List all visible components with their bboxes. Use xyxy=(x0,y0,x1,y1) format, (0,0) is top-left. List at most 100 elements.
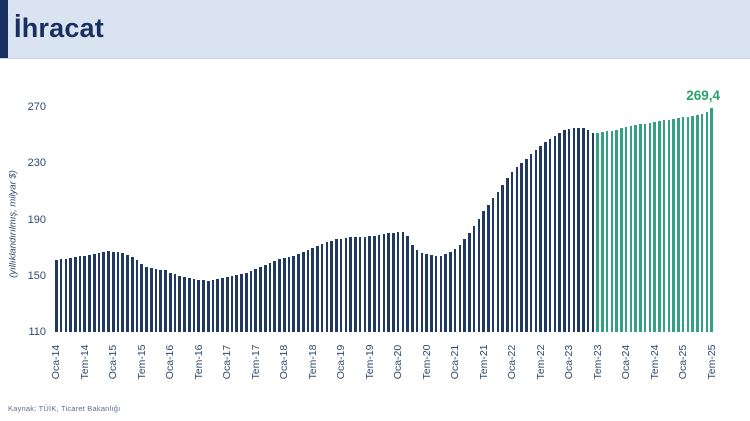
bar xyxy=(586,130,590,332)
x-tick-label: Tem-23 xyxy=(591,344,604,380)
y-tick-label: 270 xyxy=(27,101,46,113)
bar xyxy=(292,255,295,332)
bar xyxy=(510,171,514,332)
bar xyxy=(192,279,196,332)
bar xyxy=(140,263,144,332)
bar xyxy=(525,158,528,332)
y-axis: 110 150 190 230 270 xyxy=(0,101,48,338)
bar xyxy=(639,124,642,332)
x-axis: Oca-14 Tem-14 Oca-15 Tem-15 Oca-16 Tem-16 Oca-… xyxy=(50,332,717,396)
bar xyxy=(316,245,319,332)
x-tick-label: Tem-20 xyxy=(420,344,433,380)
bar xyxy=(434,255,438,332)
bar xyxy=(325,242,329,332)
bar xyxy=(544,142,547,332)
y-tick-label: 110 xyxy=(28,326,46,338)
y-tick-label: 230 xyxy=(27,157,46,170)
bar xyxy=(506,178,509,332)
bar xyxy=(254,269,257,332)
x-tick-label: Oca-24 xyxy=(620,344,633,380)
bar xyxy=(482,211,485,332)
bar xyxy=(624,127,628,332)
bar xyxy=(591,132,595,332)
x-tick-label: Tem-24 xyxy=(648,344,661,380)
bar xyxy=(539,146,542,332)
bar xyxy=(596,132,599,332)
bar xyxy=(149,268,153,332)
bar xyxy=(373,235,376,332)
bar xyxy=(396,232,400,332)
bar xyxy=(392,232,395,332)
bar xyxy=(477,218,481,332)
header-band: İhracat xyxy=(0,0,750,59)
x-tick-label: Oca-20 xyxy=(392,344,405,380)
bar xyxy=(187,278,191,332)
bar xyxy=(449,251,452,332)
bar xyxy=(667,119,671,332)
bar xyxy=(301,252,305,332)
bar xyxy=(605,131,609,332)
bar xyxy=(282,258,286,332)
export-chart: (yıllıklandırılmış, milyar $) 110 150 190 2… xyxy=(0,58,750,398)
bar xyxy=(244,272,248,332)
bar xyxy=(563,130,566,332)
x-tick-label: Tem-18 xyxy=(306,344,319,380)
bar xyxy=(567,128,571,332)
bar xyxy=(339,238,343,332)
bar xyxy=(691,116,694,332)
x-tick-label: Tem-22 xyxy=(534,344,547,380)
bar xyxy=(615,129,618,332)
bar xyxy=(515,167,519,332)
bar xyxy=(107,251,110,332)
bar xyxy=(548,138,552,332)
bar xyxy=(273,261,276,332)
bar xyxy=(268,263,272,332)
bar xyxy=(700,113,704,332)
x-tick-label: Oca-23 xyxy=(563,344,576,380)
x-tick-label: Tem-14 xyxy=(78,344,91,380)
bar xyxy=(382,234,386,332)
bar xyxy=(330,240,333,332)
bar xyxy=(216,279,220,332)
bar xyxy=(320,244,324,332)
bar xyxy=(696,114,699,332)
bar xyxy=(620,128,623,332)
bar xyxy=(211,280,215,332)
bar xyxy=(116,252,120,332)
bar xyxy=(377,235,381,332)
bar xyxy=(168,272,172,332)
bar xyxy=(159,270,163,332)
bar xyxy=(78,256,82,332)
bar xyxy=(263,265,267,332)
bar xyxy=(278,259,281,332)
bar xyxy=(354,236,357,332)
bar xyxy=(496,192,500,332)
bar xyxy=(55,260,58,332)
bar xyxy=(710,107,713,332)
bar xyxy=(406,235,409,332)
bar xyxy=(88,254,91,332)
bar xyxy=(102,252,106,332)
bar xyxy=(154,269,158,332)
x-tick-label: Oca-22 xyxy=(506,344,519,380)
bar xyxy=(73,256,77,332)
bar xyxy=(582,128,585,332)
bar xyxy=(430,255,433,332)
bar xyxy=(178,275,182,332)
bar xyxy=(69,257,72,332)
bar xyxy=(705,111,709,332)
bar xyxy=(520,162,523,332)
bar xyxy=(472,225,476,332)
bar xyxy=(126,254,129,332)
bar xyxy=(468,232,471,332)
x-tick-label: Oca-14 xyxy=(50,344,63,380)
x-tick-label: Tem-15 xyxy=(135,344,148,380)
bar xyxy=(572,128,576,332)
bar xyxy=(344,237,348,332)
x-tick-label: Oca-18 xyxy=(278,344,291,380)
x-tick-label: Oca-17 xyxy=(221,344,234,380)
bar xyxy=(491,198,495,332)
bar xyxy=(411,244,414,332)
bar xyxy=(221,278,224,332)
bar xyxy=(240,274,243,332)
